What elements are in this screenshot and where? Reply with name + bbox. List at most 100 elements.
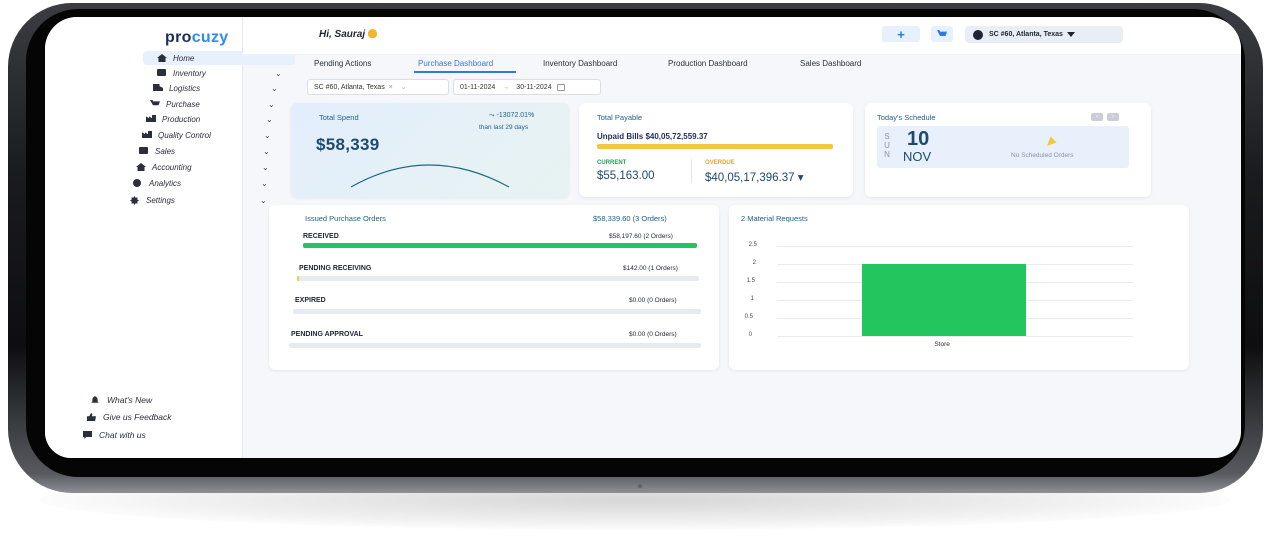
add-button[interactable]: +	[882, 26, 920, 42]
material-requests-card: 2 Material Requests 2.5 2 1.5 1 0.5 0 Store	[729, 205, 1189, 370]
chevron-down-icon: ⌄	[266, 114, 273, 124]
clear-icon[interactable]: ×	[388, 83, 393, 91]
date-month: NOV	[903, 149, 932, 164]
tab-pending-actions[interactable]: Pending Actions	[314, 59, 372, 68]
po-progress-fill	[303, 243, 697, 248]
dashboard-tabs: Pending Actions Purchase Dashboard Inven…	[243, 55, 1241, 75]
overdue-value[interactable]: $40,05,17,396.37 ▾	[705, 172, 804, 184]
sidebar-footer-label: Give us Feedback	[103, 412, 172, 422]
analytics-icon	[133, 179, 143, 187]
trend-subtext: than last 29 days	[479, 124, 529, 131]
current-label: CURRENT	[597, 160, 627, 166]
active-tab-indicator	[414, 71, 516, 73]
trend-value: -13072.01%	[496, 112, 535, 119]
gear-icon	[130, 196, 140, 205]
card-title: Today's Schedule	[877, 113, 936, 122]
po-row-amount: $58,197.60 (2 Orders)	[609, 233, 673, 240]
y-tick-label: 2	[752, 260, 756, 266]
y-tick-label: 0.5	[744, 314, 753, 320]
next-arrow-button[interactable]: ›	[1107, 113, 1119, 121]
chevron-down-icon: ⌄	[264, 130, 271, 140]
end-date: 30-11-2024	[516, 83, 552, 91]
sidebar-item-production[interactable]: Production ⌄	[146, 112, 276, 126]
chevron-down-icon: ⌄	[261, 178, 268, 188]
po-progress-track	[297, 276, 699, 281]
thumbs-up-icon	[87, 413, 97, 421]
party-popper-icon	[1047, 136, 1057, 146]
user-circle-icon	[973, 29, 983, 40]
app-screen: procuzy Home Inventory ⌄ Logistics ⌄ Pur…	[45, 17, 1241, 458]
po-row-label: RECEIVED	[303, 233, 339, 240]
total-spend-value: $58,339	[316, 135, 380, 154]
y-tick-label: 1	[750, 296, 754, 302]
sidebar-footer-feedback[interactable]: Give us Feedback	[87, 410, 237, 424]
cart-button[interactable]	[931, 26, 953, 42]
sidebar-item-accounting[interactable]: Accounting ⌄	[136, 160, 272, 174]
sidebar-item-analytics[interactable]: Analytics ⌄	[133, 176, 271, 190]
sidebar-footer-whats-new[interactable]: What's New	[91, 393, 231, 407]
greeting-text: Hi, Sauraj	[319, 29, 366, 40]
sidebar-item-inventory[interactable]: Inventory ⌄	[157, 66, 283, 80]
location-filter[interactable]: SC #60, Atlanta, Texas × ⌄	[307, 79, 449, 95]
sidebar-item-label: Quality Control	[158, 130, 211, 140]
spend-sparkline	[350, 164, 510, 188]
sidebar-item-quality-control[interactable]: Quality Control ⌄	[142, 128, 274, 142]
sidebar-item-label: Production	[162, 114, 201, 124]
quality-icon	[142, 131, 152, 139]
y-tick-label: 1.5	[746, 278, 755, 284]
chart-gridline	[777, 246, 1133, 247]
logo-text-cuzy: cuzy	[191, 29, 229, 46]
po-total: $58,339.60 (3 Orders)	[593, 214, 667, 223]
app-logo[interactable]: procuzy	[165, 29, 228, 47]
card-title: Total Spend	[319, 113, 359, 122]
accounting-icon	[136, 163, 146, 171]
sidebar-item-logistics[interactable]: Logistics ⌄	[153, 81, 281, 95]
chart-bar[interactable]	[862, 264, 1027, 336]
overdue-label: OVERDUE	[705, 160, 735, 166]
date-range-picker[interactable]: 01-11-2024 → 30-11-2024	[453, 79, 601, 95]
y-tick-label: 0	[748, 332, 752, 338]
chevron-down-icon: ⌄	[275, 68, 282, 78]
tab-inventory-dashboard[interactable]: Inventory Dashboard	[543, 59, 618, 68]
sales-icon	[139, 147, 149, 155]
sidebar-item-purchase[interactable]: Purchase ⌄	[150, 97, 278, 111]
tab-purchase-dashboard[interactable]: Purchase Dashboard	[418, 59, 494, 68]
home-icon	[157, 54, 167, 62]
unpaid-bar	[597, 144, 833, 149]
sidebar: procuzy Home Inventory ⌄ Logistics ⌄ Pur…	[45, 17, 295, 458]
tab-sales-dashboard[interactable]: Sales Dashboard	[800, 59, 862, 68]
prev-arrow-button[interactable]: ‹	[1091, 113, 1103, 121]
y-tick-label: 2.5	[748, 242, 757, 248]
device-sensor	[638, 484, 642, 488]
chevron-down-icon: ⌄	[263, 146, 270, 156]
sidebar-item-label: Analytics	[149, 178, 182, 188]
sidebar-item-label: Sales	[155, 146, 176, 156]
inventory-icon	[157, 69, 167, 77]
sidebar-item-settings[interactable]: Settings ⌄	[130, 193, 270, 207]
po-progress-track	[293, 309, 701, 314]
po-row-amount: $0.00 (0 Orders)	[629, 297, 677, 304]
location-filter-value: SC #60, Atlanta, Texas	[314, 83, 385, 91]
po-row-amount: $0.00 (0 Orders)	[629, 331, 677, 338]
sidebar-footer-label: What's New	[107, 395, 153, 405]
chevron-down-icon: ⌄	[260, 195, 267, 205]
no-schedule-text: No Scheduled Orders	[1011, 152, 1074, 159]
trend-indicator: ⤳ -13072.01%	[489, 112, 534, 120]
trend-down-icon: ⤳	[489, 112, 497, 119]
sidebar-footer-label: Chat with us	[99, 430, 146, 440]
po-progress-track	[303, 243, 697, 248]
unpaid-bills: Unpaid Bills $40,05,72,559.37	[597, 132, 708, 141]
weekday-letter: U	[884, 141, 890, 150]
tab-production-dashboard[interactable]: Production Dashboard	[668, 59, 748, 68]
po-row-label: EXPIRED	[295, 297, 326, 304]
sidebar-item-sales[interactable]: Sales ⌄	[139, 144, 273, 158]
cart-icon	[150, 100, 160, 108]
sidebar-footer-chat[interactable]: Chat with us	[83, 428, 233, 442]
wave-hand-icon	[368, 29, 378, 38]
po-progress-fill	[297, 276, 299, 281]
location-selector[interactable]: SC #60, Atlanta, Texas	[965, 26, 1123, 43]
location-label: SC #60, Atlanta, Texas	[989, 31, 1063, 38]
divider	[691, 159, 692, 183]
caret-down-icon	[1066, 32, 1075, 37]
start-date: 01-11-2024	[460, 83, 496, 91]
